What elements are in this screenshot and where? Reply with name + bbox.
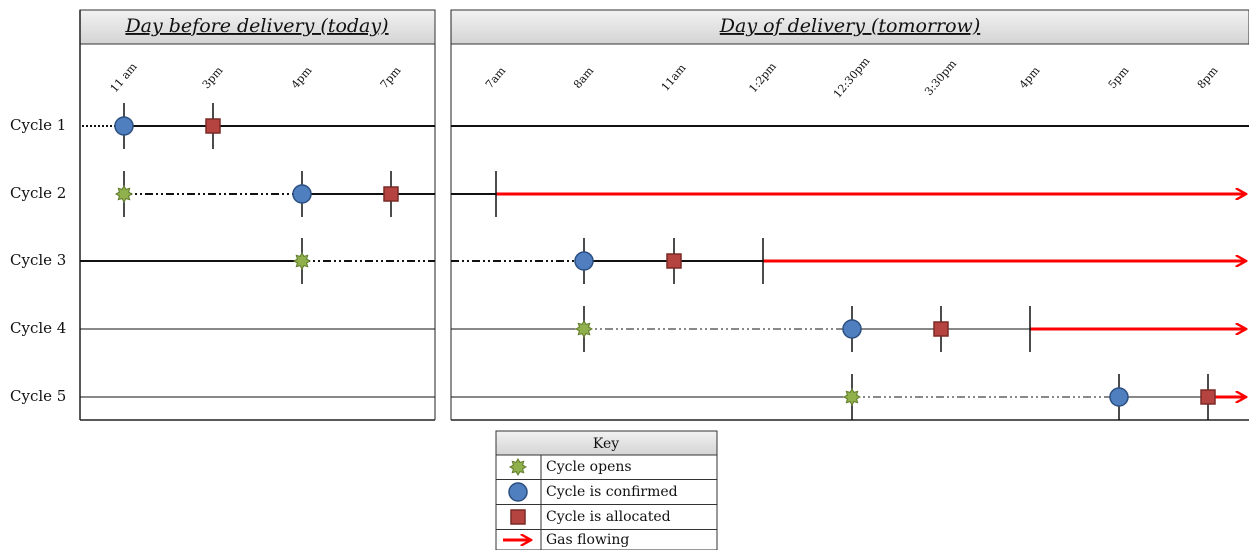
opens-marker — [574, 319, 594, 339]
allocated-marker — [666, 253, 682, 269]
panel-header — [79, 9, 436, 45]
allocated-marker — [933, 321, 949, 337]
opens-marker — [292, 251, 312, 271]
opens-marker — [508, 457, 528, 477]
time-label: 8am — [571, 64, 597, 91]
key-label: Cycle is allocated — [546, 509, 671, 525]
time-label: 11 am — [108, 60, 140, 95]
time-label: 7pm — [378, 64, 404, 92]
confirmed-marker — [508, 482, 528, 502]
key-header — [495, 430, 718, 456]
allocated-marker — [510, 509, 526, 525]
panel-title: Day before delivery (today) — [124, 15, 388, 37]
time-label: 3pm — [200, 64, 226, 92]
confirmed-marker — [114, 116, 134, 136]
opens-marker — [114, 184, 134, 204]
time-label: 1:2pm — [746, 60, 779, 96]
time-label: 4pm — [289, 64, 315, 92]
cycle-label: Cycle 1 — [10, 116, 66, 134]
panel-header — [450, 9, 1249, 45]
cycle-label: Cycle 3 — [10, 251, 66, 269]
opens-marker — [842, 387, 862, 407]
allocated-marker — [383, 186, 399, 202]
time-label: 8pm — [1195, 64, 1221, 92]
cycle-label: Cycle 2 — [10, 184, 66, 202]
key-label: Cycle opens — [546, 459, 632, 475]
allocated-marker — [205, 118, 221, 134]
time-label: 5pm — [1106, 64, 1132, 92]
key-title: Key — [593, 436, 619, 452]
allocated-marker — [1200, 389, 1216, 405]
cycle-label: Cycle 5 — [10, 387, 66, 405]
confirmed-marker — [1109, 387, 1129, 407]
key-label: Cycle is confirmed — [546, 484, 678, 500]
confirmed-marker — [574, 251, 594, 271]
confirmed-marker — [842, 319, 862, 339]
time-label: 11am — [659, 61, 689, 94]
time-label: 3:30pm — [922, 57, 959, 98]
cycle-label: Cycle 4 — [10, 319, 66, 337]
time-label: 12:30pm — [831, 54, 873, 100]
time-label: 7am — [483, 64, 509, 91]
panel-title: Day of delivery (tomorrow) — [719, 15, 980, 37]
key-label: Gas flowing — [546, 532, 629, 548]
time-label: 4pm — [1017, 64, 1043, 92]
confirmed-marker — [292, 184, 312, 204]
